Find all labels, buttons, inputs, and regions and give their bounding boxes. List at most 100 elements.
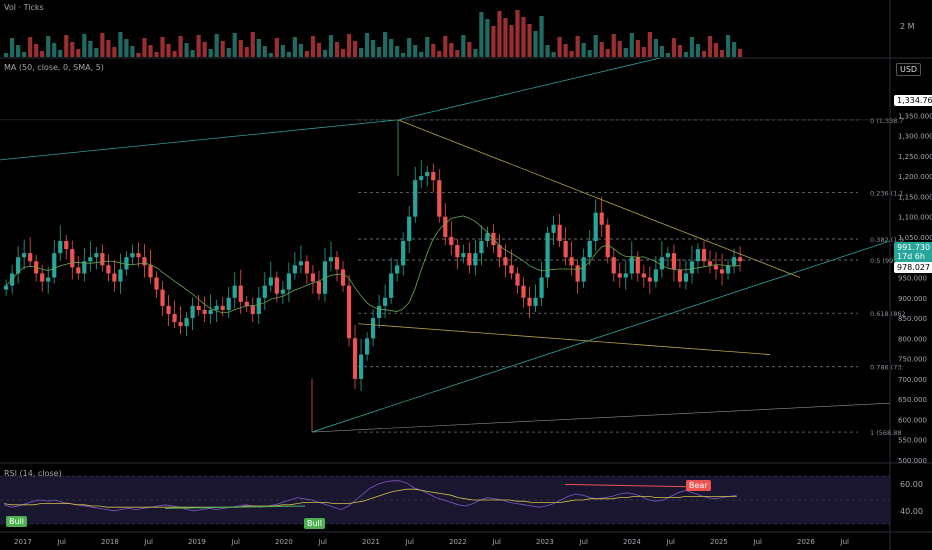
volume-bar [190, 50, 195, 57]
candle-body [503, 257, 508, 266]
candle-body [148, 265, 153, 278]
fib-level-label: 1 (568.88 [870, 429, 901, 437]
volume-bar [70, 42, 75, 57]
candle-body [467, 253, 472, 266]
volume-bar [328, 35, 334, 57]
volume-bar [689, 37, 695, 57]
rsi-pane-title: RSI (14, close) [4, 469, 62, 478]
y-tick-label: 950.000 [898, 275, 927, 283]
candle-countdown: 17d 6h [897, 252, 925, 261]
volume-bar [280, 45, 285, 57]
ma-value-tag: 978.027 [894, 262, 932, 273]
x-tick-label: Jul [144, 538, 154, 546]
candle-body [280, 289, 285, 294]
x-tick-label: Jul [405, 538, 415, 546]
candle-body [611, 257, 616, 274]
volume-bar [389, 39, 394, 57]
candle-body [407, 216, 412, 241]
current-price-tag: 991.730 17d 6h [894, 242, 932, 262]
x-tick-label: Jul [492, 538, 502, 546]
candle-body [683, 273, 689, 282]
candle-body [527, 297, 532, 306]
volume-bar [124, 39, 129, 57]
currency-selector[interactable]: USD [896, 63, 922, 76]
volume-bar [623, 48, 628, 57]
x-tick-label: 2022 [449, 538, 467, 546]
candle-body [629, 257, 634, 274]
volume-bar [641, 47, 646, 57]
volume-bar [16, 45, 21, 57]
x-tick-label: Jul [318, 538, 328, 546]
bull-divergence-line [164, 505, 306, 509]
candle-body [383, 297, 388, 306]
volume-bar [256, 39, 261, 57]
y-tick-label: 1,050.000 [898, 234, 932, 242]
volume-axis-label: 2 M [900, 22, 915, 31]
volume-pane-title: Vol · Ticks [4, 3, 44, 12]
candle-body [274, 277, 279, 294]
candle-body [461, 253, 466, 258]
volume-bar [593, 35, 598, 57]
volume-bar [467, 42, 472, 57]
volume-bar [172, 51, 177, 57]
volume-bar [262, 46, 267, 57]
candle-body [593, 212, 598, 241]
volume-bar [364, 33, 370, 57]
volume-bar [671, 38, 677, 57]
candle-body [178, 322, 183, 327]
volume-bar [304, 51, 310, 57]
candle-body [64, 241, 69, 250]
candle-body [659, 257, 664, 270]
x-tick-label: Jul [666, 538, 676, 546]
candle-body [256, 297, 261, 314]
volume-bar [605, 49, 610, 57]
volume-bar [82, 34, 87, 57]
rsi-level-60: 60.00 [900, 480, 923, 489]
high-price-marker: 1,334.761 [894, 95, 932, 106]
x-tick-label: 2024 [623, 538, 641, 546]
volume-bar [635, 40, 640, 57]
trendline [0, 119, 399, 161]
candle-body [28, 253, 33, 262]
x-tick-label: Jul [753, 538, 763, 546]
volume-bar [358, 48, 364, 57]
volume-bar [208, 49, 213, 57]
volume-bar [461, 35, 466, 57]
trendline [397, 57, 661, 121]
ma-indicator-title[interactable]: MA (50, close, 0, SMA, 5) [4, 63, 104, 72]
volume-bar [352, 41, 358, 57]
volume-bar [334, 42, 340, 57]
volume-bar [274, 38, 279, 57]
candle-body [581, 257, 586, 282]
volume-bar [10, 38, 15, 57]
y-tick-label: 1,150.000 [898, 193, 932, 201]
candle-body [599, 212, 604, 225]
candle-body [262, 285, 267, 298]
volume-bar [64, 35, 69, 57]
volume-bar [346, 34, 352, 57]
volume-bar [166, 44, 171, 57]
volume-bar [569, 51, 574, 57]
volume-bar [238, 40, 243, 57]
candle-body [106, 265, 111, 274]
volume-bar [431, 44, 436, 57]
y-tick-label: 1,200.000 [898, 173, 932, 181]
volume-bar [695, 44, 701, 57]
candle-body [725, 265, 731, 274]
x-tick-label: 2025 [710, 538, 728, 546]
y-tick-label: 1,300.000 [898, 133, 932, 141]
volume-bar [88, 41, 93, 57]
volume-bar [713, 43, 719, 57]
volume-bar [383, 32, 388, 57]
candle-body [413, 180, 418, 217]
candle-body [551, 224, 556, 233]
x-tick-label: 2020 [275, 538, 293, 546]
x-tick-label: Jul [840, 538, 850, 546]
volume-bar [28, 37, 33, 57]
volume-bar [707, 36, 713, 57]
volume-bar [731, 42, 737, 57]
volume-bar [659, 46, 664, 57]
bull-divergence-label-2: Bull [304, 518, 326, 529]
x-tick-label: Jul [231, 538, 241, 546]
